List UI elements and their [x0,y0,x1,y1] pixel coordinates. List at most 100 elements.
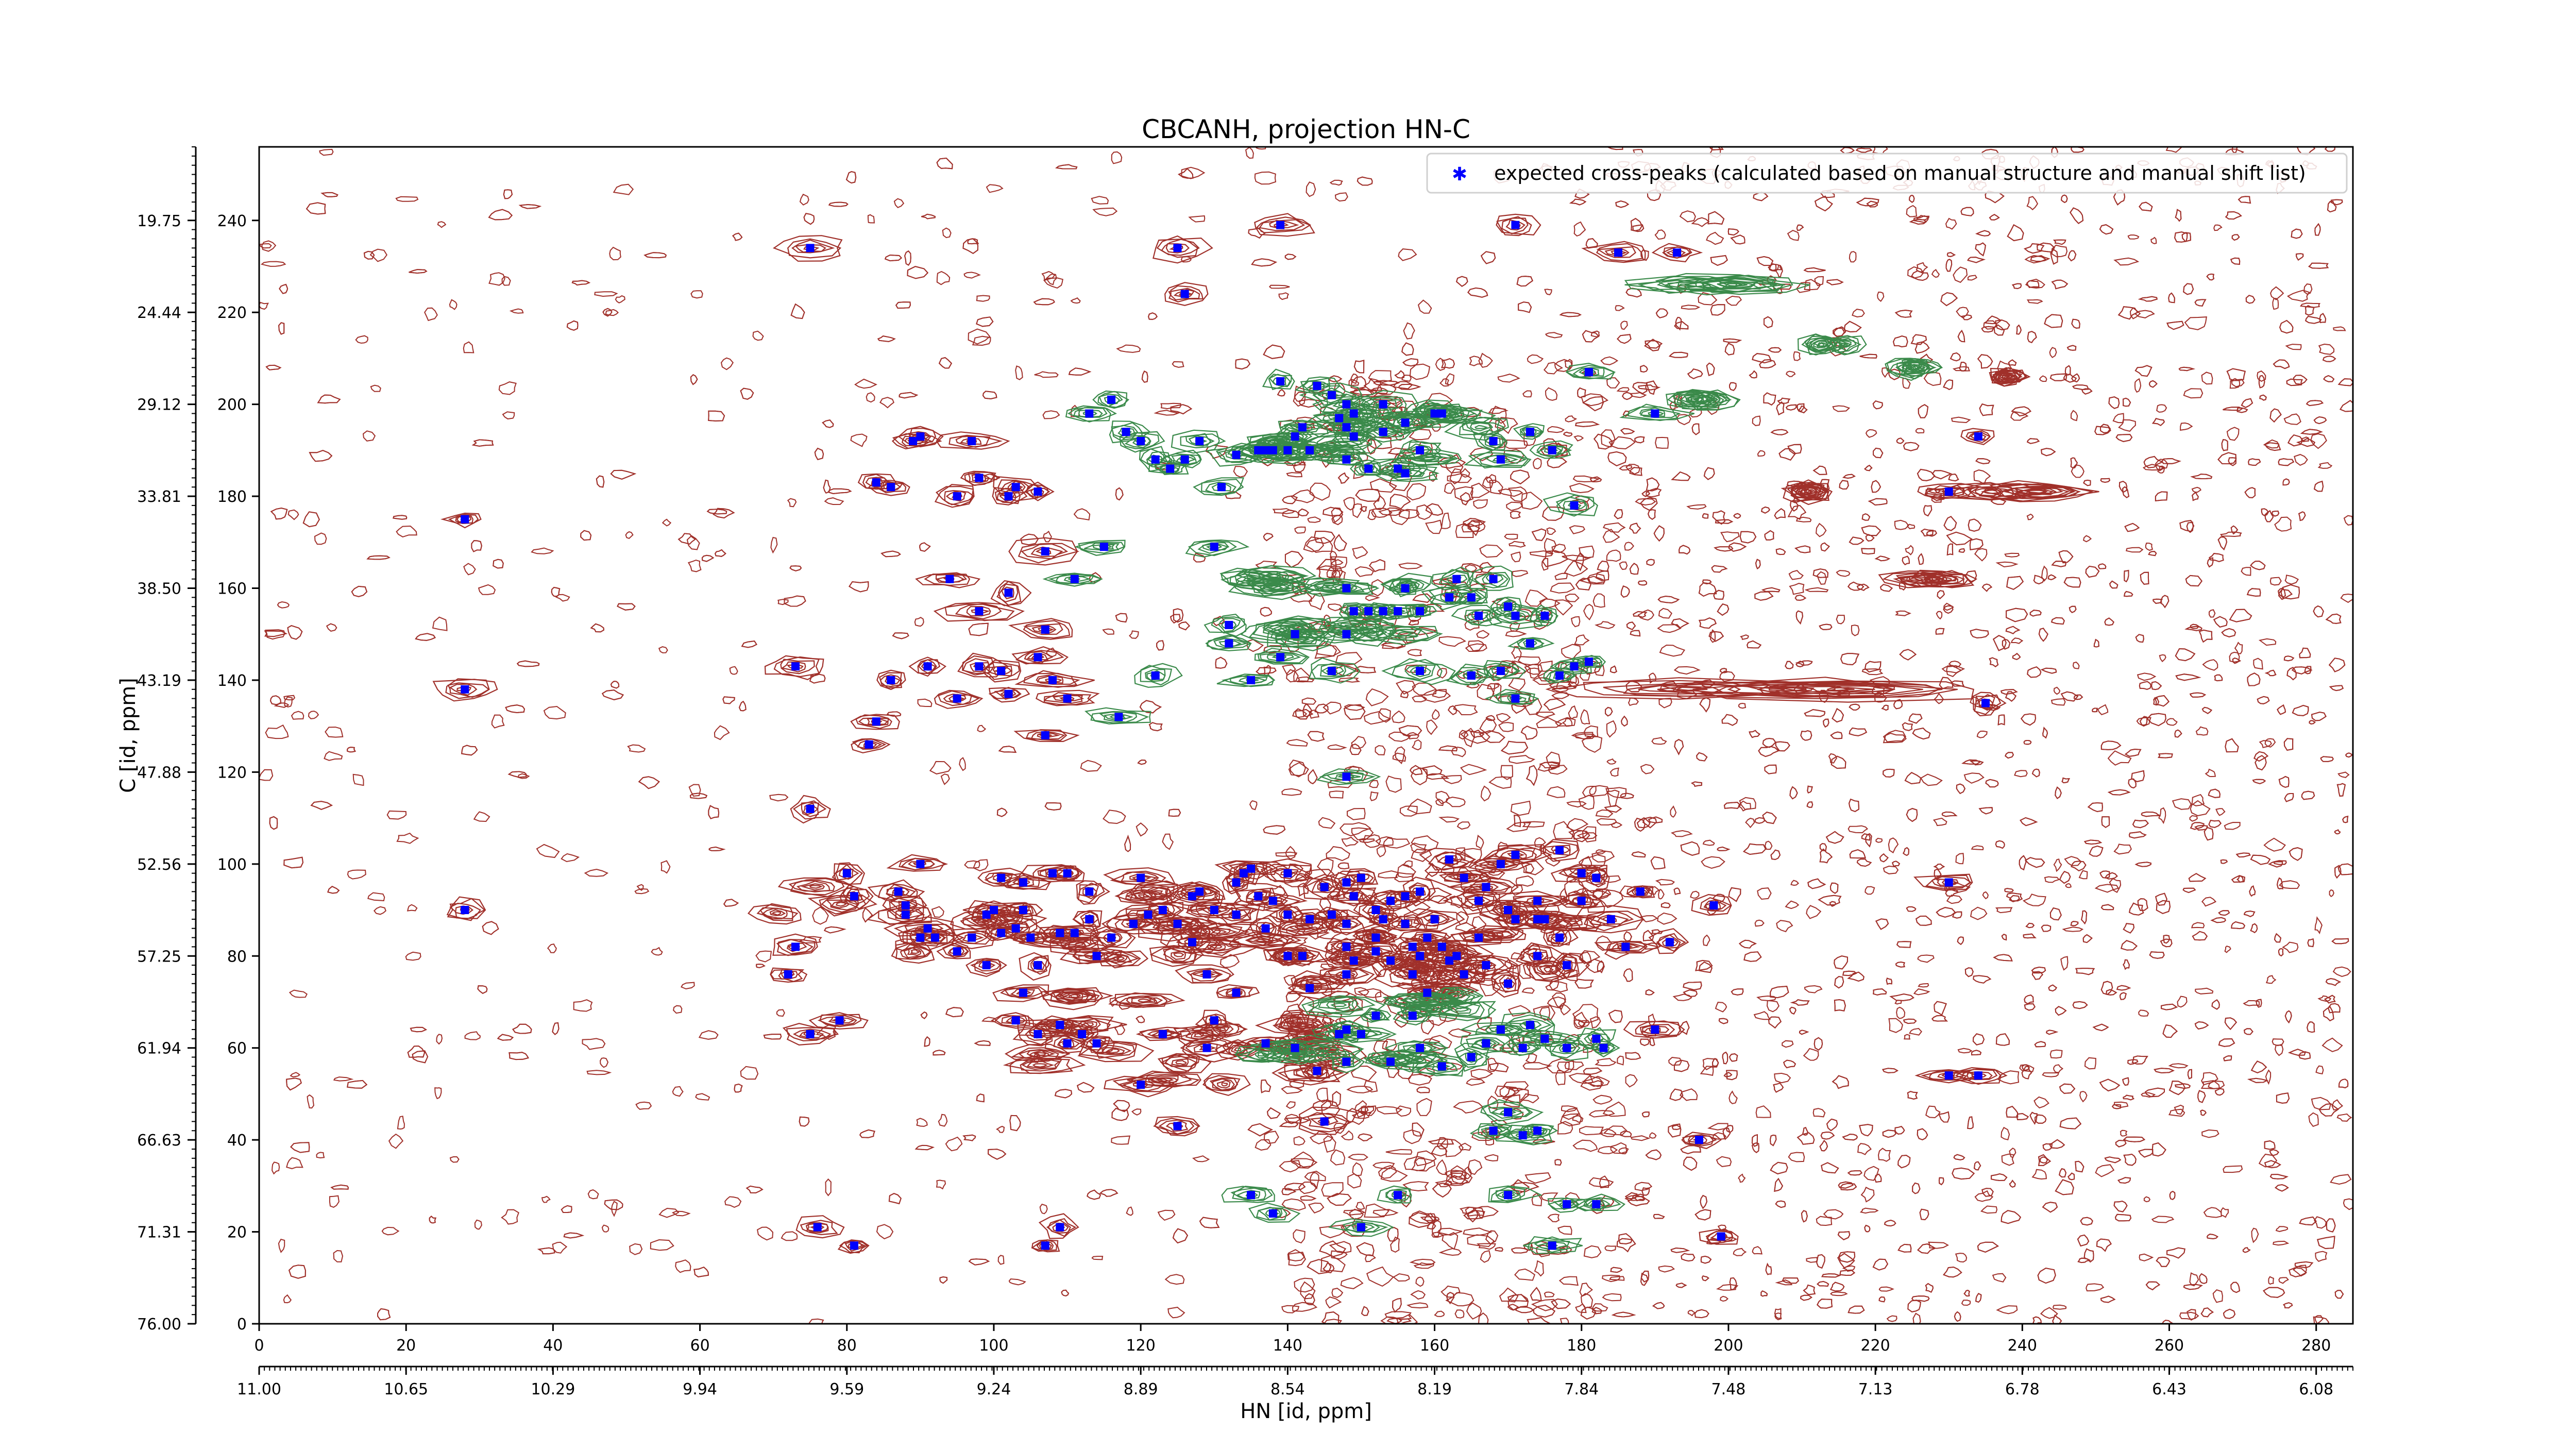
contour-line [1652,1302,1665,1309]
contour-line [1785,404,1797,411]
contour-line [1309,1116,1338,1126]
contour-line [1658,1265,1675,1273]
contour-line [1931,268,1940,278]
contour-line [1817,1299,1833,1309]
contour-line [605,309,619,316]
contour-line [1363,378,1383,392]
contour-line [1795,661,1804,667]
contour-line [959,756,966,771]
contour-line [2236,407,2248,413]
contour-line [1550,582,1575,594]
contour-line [799,1030,824,1038]
contour-line [1582,826,1597,843]
contour-line [1706,399,1720,415]
contour-line [2061,777,2070,784]
contour-line [845,171,857,184]
contour-line [2314,1315,2324,1324]
contour-line [1024,651,1054,664]
contour-line [1556,679,1578,689]
contour-line [2029,1111,2038,1125]
contour-line [1540,1192,1558,1202]
contour-line [1668,1123,1682,1138]
contour-line [1496,213,1541,236]
contour-line [2191,922,2205,929]
contour-line [1073,508,1091,521]
contour-line [2010,637,2024,644]
contour-line [1728,887,1741,902]
contour-line [1079,1036,1111,1053]
contour-line [1076,1082,1095,1093]
contour-line [1960,428,1995,445]
contour-line [1186,888,1216,897]
contour-line [1460,468,1470,478]
contour-line [1173,608,1184,623]
contour-line [2298,511,2306,521]
contour-line [1115,487,1124,501]
contour-line [2213,616,2228,628]
contour-line [1199,1217,1220,1228]
contour-line [2089,845,2104,857]
contour-line [2230,1282,2241,1293]
contour-line [1341,836,1359,847]
contour-line [1597,1145,1618,1154]
contour-line [1148,722,1163,732]
contour-line [1583,1245,1602,1258]
contour-line [2251,1227,2259,1243]
contour-line [278,322,285,335]
contour-line [1843,321,1862,333]
contour-line [2042,1072,2059,1077]
contour-line [879,674,903,687]
contour-line [2107,789,2131,796]
contour-line [1456,821,1471,830]
contour-line [1980,1205,1998,1214]
contour-line [2282,941,2299,953]
contour-line [2294,453,2308,466]
contour-line [1061,1289,1070,1296]
contour-line [1797,1132,1815,1145]
contour-line [2221,439,2228,451]
contour-line [1500,740,1529,755]
contour-line [1639,1038,1650,1046]
contour-line [1629,523,1641,534]
contour-line [2006,608,2028,622]
contour-line [1036,689,1100,706]
contour-line [1913,873,1973,891]
contour-line [903,947,926,958]
contour-line [2044,314,2063,328]
contour-line [1447,473,1472,483]
contour-line [2115,434,2133,442]
contour-line [895,909,925,919]
contour-line [1975,242,1986,257]
contour-line [1299,1113,1350,1133]
contour-line [1522,390,1532,398]
contour-line [1959,361,1967,372]
contour-line [1836,570,1851,577]
contour-line [1634,1182,1653,1191]
contour-line [2195,726,2209,736]
contour-line [1572,1139,1598,1152]
contour-line [2286,667,2297,681]
contour-line [1165,1120,1189,1132]
contour-line [1691,894,1732,916]
contour-line [1468,520,1480,536]
contour-line [580,530,592,541]
contour-line [2160,595,2170,609]
contour-line [2026,196,2039,211]
contour-line [1698,582,1717,597]
contour-line [1460,492,1471,506]
contour-line [1412,964,1421,968]
contour-line [938,1114,948,1127]
contour-line [2169,1190,2176,1200]
contour-line [2195,987,2214,995]
contour-line [1882,1130,1896,1138]
contour-line [1542,506,1565,521]
contour-line [825,899,859,911]
contour-line [2246,588,2261,597]
contour-line [352,773,364,786]
contour-line [832,862,863,886]
contour-line [1874,555,1891,562]
contour-line [1228,862,1274,877]
contour-line [1756,995,1776,1002]
contour-line [1683,1156,1698,1171]
contour-line [1410,843,1427,854]
